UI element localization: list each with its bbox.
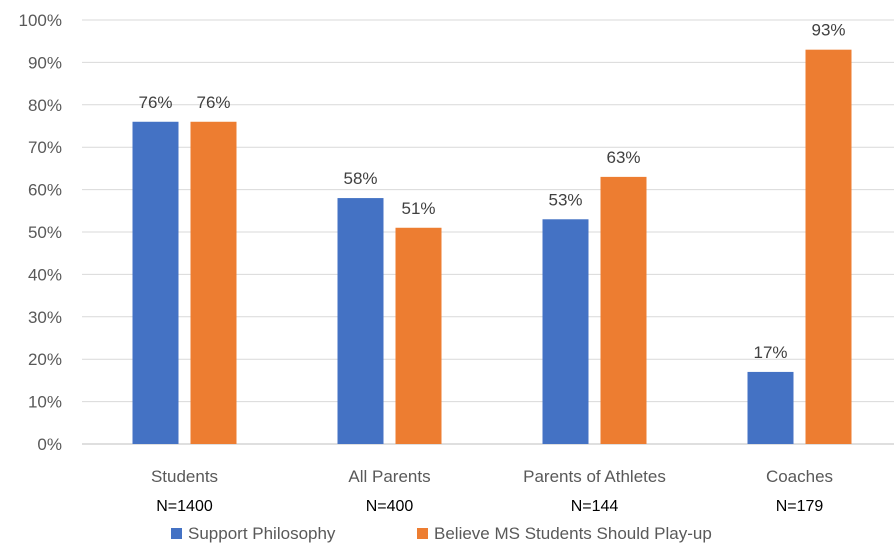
bar <box>600 176 647 444</box>
y-tick-label: 20% <box>28 350 62 369</box>
sample-size-label: N=400 <box>366 498 414 515</box>
legend-label: Support Philosophy <box>188 524 336 543</box>
data-label: 93% <box>811 21 845 40</box>
bar <box>337 198 384 444</box>
legend-swatch <box>417 528 428 539</box>
data-label: 53% <box>548 190 582 209</box>
sample-size-label: N=179 <box>776 498 824 515</box>
y-axis: 0% 10% 20% 30% 40% 50% 60% 70% 80% 90% 100% <box>19 11 62 454</box>
sample-size-label: N=144 <box>571 498 619 515</box>
y-tick-label: 100% <box>19 11 62 30</box>
data-label: 76% <box>138 93 172 112</box>
x-axis: Students N=1400 All Parents N=400 Parents of… <box>151 467 833 515</box>
x-tick-label: Parents of Athletes <box>523 467 666 486</box>
data-labels: 76% 76% 58% 51% 53% 63% 17% 93% <box>138 21 845 362</box>
data-label: 17% <box>753 343 787 362</box>
data-label: 63% <box>606 148 640 167</box>
y-tick-label: 10% <box>28 393 62 412</box>
x-tick-label: All Parents <box>348 467 430 486</box>
y-tick-label: 60% <box>28 181 62 200</box>
bar <box>805 49 852 445</box>
y-tick-label: 0% <box>37 435 62 454</box>
bar <box>132 121 179 444</box>
y-tick-label: 50% <box>28 223 62 242</box>
bar <box>747 371 794 444</box>
y-tick-label: 80% <box>28 96 62 115</box>
data-label: 51% <box>401 199 435 218</box>
sample-size-label: N=1400 <box>156 498 213 515</box>
bar <box>190 121 237 444</box>
x-tick-label: Coaches <box>766 467 833 486</box>
legend-label: Believe MS Students Should Play-up <box>434 524 712 543</box>
y-tick-label: 40% <box>28 265 62 284</box>
data-label: 76% <box>196 93 230 112</box>
bar <box>542 219 589 444</box>
y-tick-label: 70% <box>28 138 62 157</box>
y-tick-label: 90% <box>28 53 62 72</box>
y-tick-label: 30% <box>28 308 62 327</box>
x-tick-label: Students <box>151 467 218 486</box>
bars <box>132 49 852 445</box>
bar <box>395 227 442 444</box>
legend-swatch <box>171 528 182 539</box>
data-label: 58% <box>343 169 377 188</box>
legend: Support Philosophy Believe MS Students Sh… <box>171 524 712 543</box>
